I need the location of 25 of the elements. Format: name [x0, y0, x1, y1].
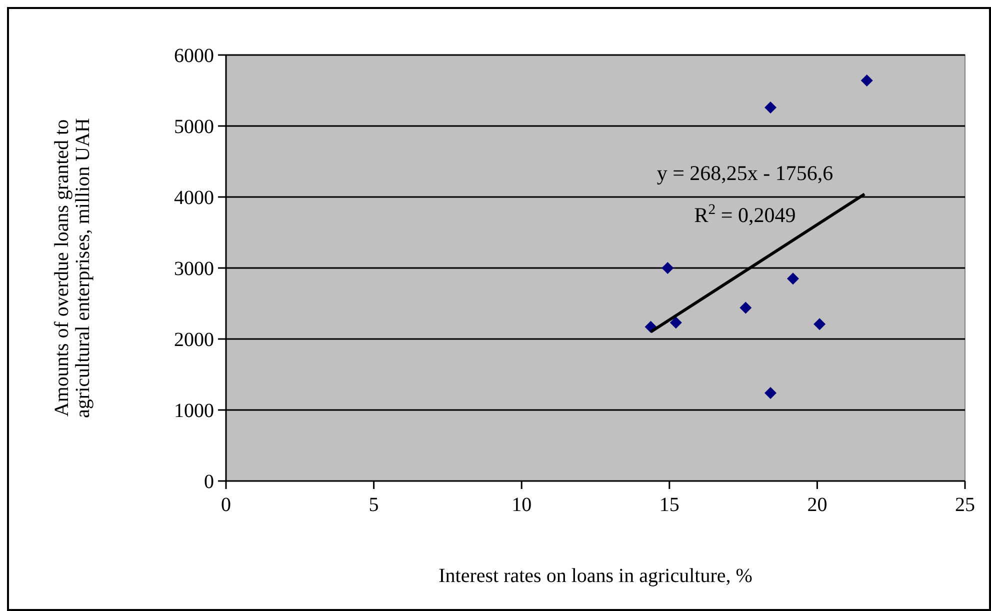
y-tick-label: 5000 [174, 116, 214, 138]
x-tick-label: 20 [807, 494, 828, 516]
y-axis-title: Amounts of overdue loans granted to agricultural enterprises, million UAH [51, 118, 94, 418]
point [860, 74, 873, 87]
y-tick-label: 3000 [174, 258, 214, 280]
point [670, 316, 682, 329]
point [786, 272, 799, 285]
point [764, 102, 776, 114]
y-tick-label: 2000 [174, 329, 214, 351]
x-axis-title: Interest rates on loans in agriculture, % [438, 565, 752, 587]
annotation: R$^{2}$ = 0,2049 [694, 202, 796, 227]
y-tick-label: 6000 [174, 45, 214, 67]
y-tick-label: 4000 [174, 187, 214, 209]
x-tick-label: 15 [659, 494, 680, 516]
point [662, 262, 674, 274]
x-tick-label: 25 [955, 494, 975, 516]
x-tick-label: 5 [368, 494, 379, 516]
x-tick-label: 0 [221, 494, 231, 516]
y-tick-label: 0 [204, 471, 214, 493]
point [740, 302, 752, 314]
x-tick-label: 10 [512, 494, 532, 516]
y-tick-label: 1000 [174, 400, 214, 422]
point [764, 386, 776, 399]
annotation: y = 268,25x - 1756,6 [656, 161, 834, 185]
point [814, 318, 826, 330]
